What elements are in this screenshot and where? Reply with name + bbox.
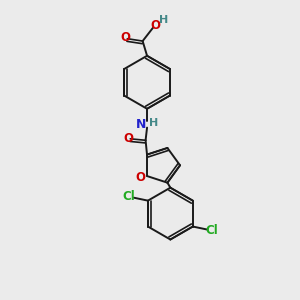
Text: H: H <box>149 118 158 128</box>
Text: O: O <box>123 132 133 145</box>
Text: N: N <box>135 118 146 131</box>
Text: O: O <box>136 171 146 184</box>
Text: Cl: Cl <box>122 190 135 203</box>
Text: H: H <box>159 15 168 26</box>
Text: O: O <box>150 19 160 32</box>
Text: Cl: Cl <box>206 224 219 237</box>
Text: O: O <box>121 31 131 44</box>
